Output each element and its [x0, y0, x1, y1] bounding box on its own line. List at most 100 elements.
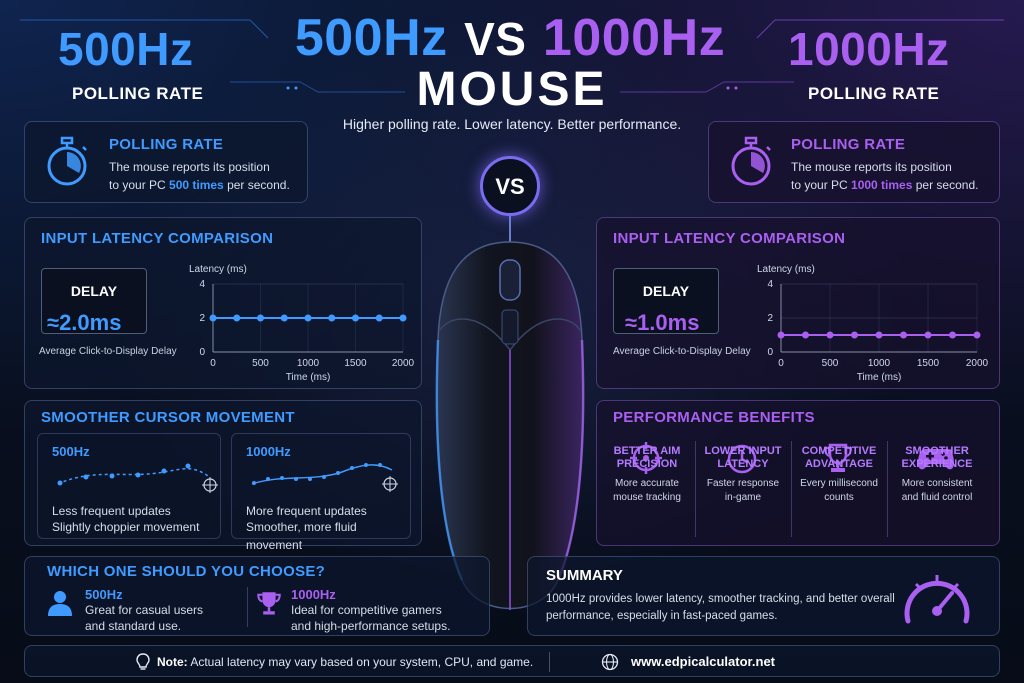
- summary-line2: performance, especially in fast-paced ga…: [546, 610, 778, 622]
- summary-line1: 1000Hz provides lower latency, smoother …: [546, 593, 895, 605]
- choose-1000-hz: 1000Hz: [291, 587, 336, 602]
- cursor-line2-500: Slightly choppier movement: [52, 520, 200, 534]
- x-tick-label: 0: [778, 358, 784, 369]
- footer-note-label: Note:: [157, 655, 188, 669]
- speedometer-icon: [904, 575, 970, 624]
- divider: [247, 587, 248, 627]
- data-point: [777, 331, 785, 339]
- latency-panel-right: INPUT LATENCY COMPARISON DELAY ≈1.0ms Av…: [596, 217, 1000, 389]
- footer-bar: Note: Actual latency may vary based on y…: [24, 645, 1000, 677]
- stopwatch-icon: [47, 136, 87, 186]
- polling-line2-left: to your PC 500 times per second.: [109, 178, 290, 192]
- data-point: [900, 331, 907, 339]
- tagline: Higher polling rate. Lower latency. Bett…: [342, 116, 682, 132]
- delay-value-left: ≈2.0ms: [47, 310, 122, 335]
- x-axis-label: Time (ms): [286, 372, 331, 383]
- benefit-aim: BETTER AIM PRECISION More accurate mouse …: [613, 445, 681, 503]
- polling-line1-right: The mouse reports its position: [791, 160, 952, 174]
- x-tick-label: 1500: [344, 358, 367, 369]
- data-point: [399, 314, 407, 322]
- which-one-panel: WHICH ONE SHOULD YOU CHOOSE? 500Hz Great…: [24, 556, 490, 636]
- performance-benefits-panel: PERFORMANCE BENEFITS: [596, 400, 1000, 546]
- website-link[interactable]: www.edpicalculator.net: [631, 654, 775, 669]
- globe-icon: [601, 653, 619, 671]
- cursor-hz-1000: 1000Hz: [246, 444, 291, 459]
- data-point: [851, 331, 858, 339]
- cursor-line1-500: Less frequent updates: [52, 504, 171, 518]
- cursor-line2-1000: Smoother, more fluid movement: [246, 520, 357, 552]
- divider: [887, 441, 888, 537]
- title-line2: MOUSE: [416, 63, 608, 116]
- benefit-smoother: SMOOTHER EXPERIENCE More consistent and f…: [901, 445, 973, 503]
- summary-panel: SUMMARY 1000Hz provides lower latency, s…: [527, 556, 1000, 636]
- trophy-icon: [257, 592, 281, 615]
- benefits-title: PERFORMANCE BENEFITS: [613, 409, 815, 426]
- main-title: 500Hz VS 1000Hz: [270, 8, 750, 68]
- delay-caption-left: Average Click-to-Display Delay: [39, 346, 177, 357]
- benefit-competitive: COMPETITIVE ADVANTAGE Every millisecond c…: [800, 445, 878, 503]
- data-point: [973, 331, 981, 339]
- latency-chart-left: Latency (ms) 0 2 4 0 500 1000 1500 2000 Time (ms): [189, 264, 415, 383]
- vs-badge-label: VS: [495, 174, 525, 199]
- lightbulb-icon: [136, 653, 150, 670]
- latency-panel-left: INPUT LATENCY COMPARISON DELAY ≈2.0ms Av…: [24, 217, 422, 389]
- cursor-title: SMOOTHER CURSOR MOVEMENT: [41, 409, 295, 426]
- data-point: [209, 314, 217, 322]
- delay-box-right: DELAY: [613, 268, 719, 334]
- x-tick-label: 0: [210, 358, 216, 369]
- left-polling-label: POLLING RATE: [72, 84, 204, 103]
- polling-line2-right: to your PC 1000 times per second.: [791, 178, 979, 192]
- y-tick-label: 4: [767, 279, 773, 290]
- x-tick-label: 1000: [868, 358, 891, 369]
- data-point: [304, 314, 312, 322]
- polling-rate-panel-right: POLLING RATE The mouse reports its posit…: [708, 121, 1000, 203]
- cursor-path-1000: [251, 463, 398, 492]
- title-right: 1000Hz: [542, 9, 726, 67]
- right-polling-label: POLLING RATE: [808, 84, 940, 103]
- delay-value-right: ≈1.0ms: [625, 310, 700, 335]
- title-left: 500Hz: [294, 9, 448, 67]
- choose-1000-line1: Ideal for competitive gamers: [291, 603, 442, 617]
- clock-icon: [727, 444, 757, 474]
- header-decor-lines: [20, 19, 1004, 93]
- latency-chart-right: Latency (ms) 0 2 4 0 500 1000 1500 2000 Time (ms): [757, 264, 989, 383]
- polling-rate-panel-left: POLLING RATE The mouse reports its posit…: [24, 121, 308, 203]
- data-point: [375, 314, 383, 322]
- footer-note: Note: Actual latency may vary based on y…: [157, 655, 533, 669]
- latency-title-right: INPUT LATENCY COMPARISON: [613, 230, 846, 247]
- delay-label-left: DELAY: [70, 283, 118, 299]
- x-tick-label: 2000: [966, 358, 989, 369]
- polling-title-left: POLLING RATE: [109, 136, 224, 153]
- polling-line1-left: The mouse reports its position: [109, 160, 270, 174]
- vs-badge: [480, 156, 540, 216]
- user-icon: [48, 591, 72, 616]
- cursor-card-500: 500Hz Less frequent updates Slightly cho…: [37, 433, 221, 539]
- choose-500-hz: 500Hz: [85, 587, 123, 602]
- x-tick-label: 500: [822, 358, 839, 369]
- data-point: [233, 314, 241, 322]
- data-point: [875, 331, 883, 339]
- y-tick-label: 2: [199, 313, 205, 324]
- benefit-latency: LOWER INPUT LATENCY Faster response in-ga…: [704, 445, 782, 503]
- divider: [549, 652, 550, 672]
- data-point: [802, 331, 809, 339]
- footer-note-text: Actual latency may vary based on your sy…: [187, 655, 534, 669]
- cursor-card-1000: 1000Hz More frequent updates Smoother, m…: [231, 433, 411, 552]
- choose-1000-line2: and high-performance setups.: [291, 619, 451, 633]
- cursor-hz-500: 500Hz: [52, 444, 90, 459]
- data-point: [280, 314, 288, 322]
- polling-title-right: POLLING RATE: [791, 136, 906, 153]
- delay-label-right: DELAY: [642, 283, 690, 299]
- divider: [695, 441, 696, 537]
- x-axis-label: Time (ms): [857, 372, 902, 383]
- delay-box-left: DELAY: [41, 268, 147, 334]
- choose-500-line2: and standard use.: [85, 619, 182, 633]
- x-tick-label: 1000: [297, 358, 320, 369]
- data-point: [949, 331, 956, 339]
- summary-title: SUMMARY: [546, 567, 623, 584]
- y-tick-label: 0: [199, 347, 205, 358]
- y-axis-label: Latency (ms): [189, 264, 247, 275]
- right-hz-heading: 1000Hz: [788, 23, 950, 75]
- left-hz-heading: 500Hz: [58, 23, 194, 75]
- data-point: [328, 314, 336, 322]
